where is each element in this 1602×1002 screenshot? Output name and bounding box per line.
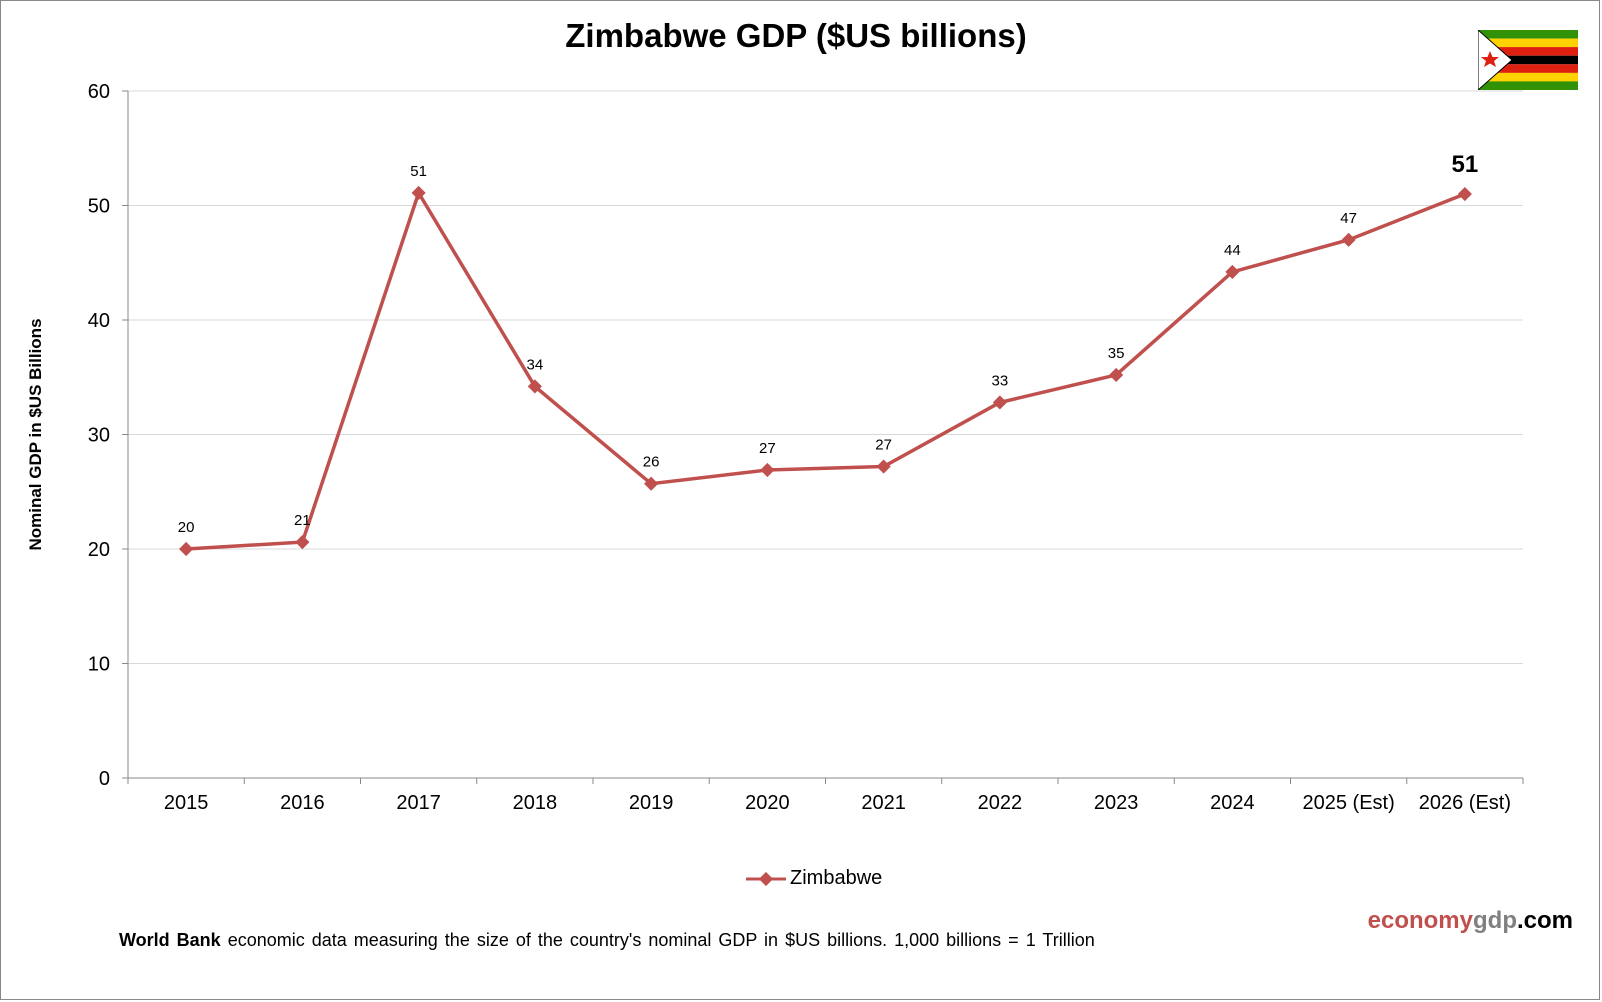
brand-logo: economygdp.com xyxy=(1368,907,1573,935)
data-label: 27 xyxy=(759,440,776,457)
y-tick-label: 50 xyxy=(88,196,110,218)
data-label: 47 xyxy=(1340,210,1357,227)
data-point xyxy=(179,541,194,557)
data-label: 44 xyxy=(1224,242,1241,259)
data-point xyxy=(411,185,426,200)
data-label: 51 xyxy=(410,163,427,180)
x-tick-label: 2019 xyxy=(629,792,674,814)
brand-part1: economy xyxy=(1367,907,1473,934)
data-point xyxy=(760,462,775,478)
y-tick-label: 0 xyxy=(99,768,110,790)
x-tick-label: 2017 xyxy=(396,792,441,814)
legend: Zimbabwe xyxy=(746,867,882,890)
data-point xyxy=(1457,186,1472,202)
data-label: 51 xyxy=(1452,151,1479,178)
x-tick-label: 2022 xyxy=(978,792,1023,814)
data-label: 20 xyxy=(178,519,195,536)
legend-label: Zimbabwe xyxy=(790,867,883,889)
y-tick-label: 30 xyxy=(88,425,110,447)
x-tick-label: 2018 xyxy=(513,792,558,814)
y-tick-label: 60 xyxy=(88,81,110,103)
x-tick-label: 2016 xyxy=(280,792,325,814)
data-label: 33 xyxy=(992,372,1009,389)
series-line xyxy=(186,188,1466,551)
data-point xyxy=(1341,232,1356,247)
y-tick-label: 40 xyxy=(88,310,110,332)
x-tick-label: 2015 xyxy=(164,792,209,814)
data-point xyxy=(527,379,542,394)
data-point xyxy=(644,476,659,491)
x-tick-label: 2024 xyxy=(1210,792,1255,814)
data-label: 35 xyxy=(1108,345,1125,362)
data-point xyxy=(295,535,310,550)
data-point xyxy=(992,395,1007,410)
footer-text: economic data measuring the size of the … xyxy=(220,930,1095,950)
x-tick-label: 2023 xyxy=(1094,792,1139,814)
brand-part3: .com xyxy=(1516,907,1573,934)
footer-note: World Bank economic data measuring the s… xyxy=(119,930,1095,951)
data-label: 27 xyxy=(875,437,892,454)
footer-source: World Bank xyxy=(119,930,221,950)
data-label: 34 xyxy=(527,356,544,373)
y-tick-label: 20 xyxy=(88,539,110,561)
zimbabwe-flag-icon xyxy=(1478,30,1578,90)
x-tick-label: 2025 (Est) xyxy=(1302,792,1394,814)
brand-part2: gdp xyxy=(1473,907,1517,934)
y-tick-label: 10 xyxy=(88,654,110,676)
data-label: 21 xyxy=(294,512,311,529)
data-point xyxy=(876,459,891,474)
x-tick-label: 2021 xyxy=(861,792,906,814)
data-point xyxy=(1225,264,1240,279)
legend-marker-icon xyxy=(746,871,786,886)
data-point xyxy=(1109,367,1124,383)
chart-title: Zimbabwe GDP ($US billions) xyxy=(565,17,1027,54)
y-axis-label: Nominal GDP in $US Billions xyxy=(26,318,45,550)
x-tick-label: 2026 (Est) xyxy=(1419,792,1511,814)
data-label: 26 xyxy=(643,454,660,471)
x-tick-label: 2020 xyxy=(745,792,790,814)
